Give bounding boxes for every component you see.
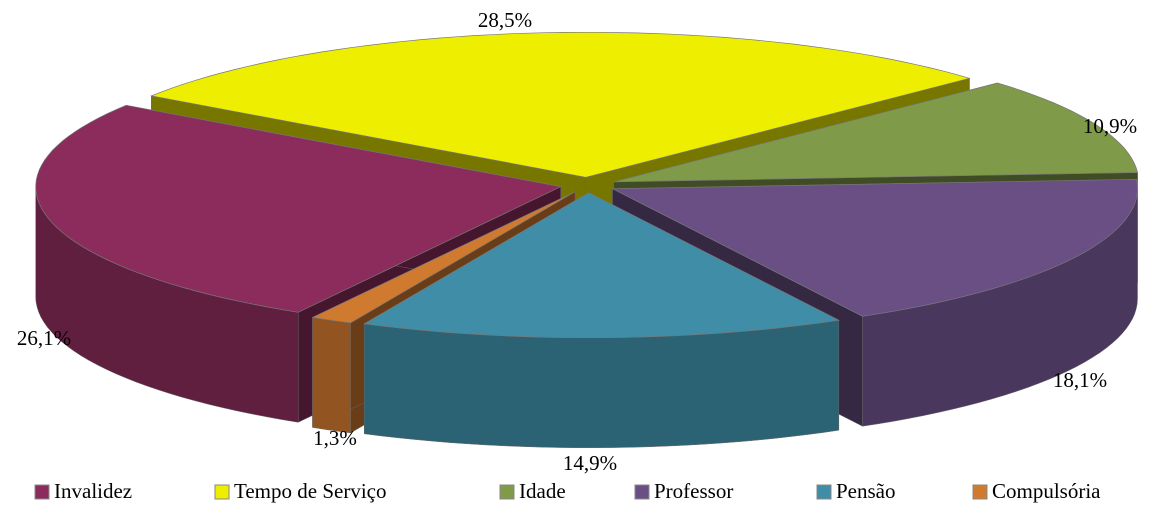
legend-swatch xyxy=(634,484,650,500)
data-label: 28,5% xyxy=(478,8,532,32)
slice-side xyxy=(364,319,840,448)
data-label: 18,1% xyxy=(1053,368,1107,392)
data-label: 1,3% xyxy=(313,426,357,450)
legend-swatch xyxy=(34,484,50,500)
legend-swatch xyxy=(972,484,988,500)
legend-label: Compulsória xyxy=(992,479,1101,503)
slice xyxy=(613,82,1139,183)
slice-side xyxy=(312,317,351,434)
data-label: 10,9% xyxy=(1083,114,1137,138)
data-label: 14,9% xyxy=(563,451,617,475)
legend-label: Tempo de Serviço xyxy=(234,479,387,503)
legend-label: Invalidez xyxy=(54,479,132,503)
slice xyxy=(612,178,1138,317)
slice xyxy=(35,104,562,313)
slice xyxy=(150,31,971,178)
data-label: 26,1% xyxy=(17,326,71,350)
legend-label: Idade xyxy=(519,479,566,503)
legend-swatch xyxy=(214,484,230,500)
legend-swatch xyxy=(816,484,832,500)
slice xyxy=(363,192,840,339)
legend-swatch xyxy=(499,484,515,500)
slice-group xyxy=(363,192,840,448)
slice xyxy=(311,191,576,324)
legend-label: Pensão xyxy=(836,479,896,503)
legend-label: Professor xyxy=(654,479,733,503)
